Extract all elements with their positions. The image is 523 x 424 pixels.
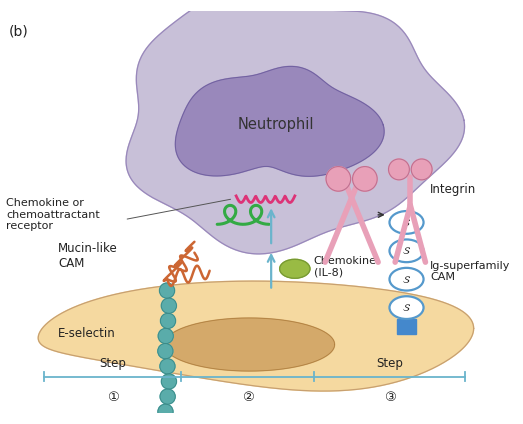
Text: Ig-superfamily
CAM: Ig-superfamily CAM: [430, 261, 510, 282]
Circle shape: [158, 329, 173, 343]
Text: Mucin-like
CAM: Mucin-like CAM: [58, 242, 118, 270]
Text: Step: Step: [234, 357, 261, 370]
Text: Step: Step: [100, 357, 127, 370]
Text: $\mathcal{S}$: $\mathcal{S}$: [402, 274, 411, 285]
Ellipse shape: [390, 296, 424, 319]
Text: ①: ①: [107, 391, 119, 404]
Circle shape: [161, 298, 176, 313]
Text: ③: ③: [383, 391, 395, 404]
Polygon shape: [38, 281, 474, 391]
Polygon shape: [175, 67, 384, 176]
Text: ②: ②: [242, 391, 254, 404]
Text: Chemokine or
chemoattractant
receptor: Chemokine or chemoattractant receptor: [6, 198, 100, 232]
Circle shape: [158, 419, 173, 424]
Circle shape: [158, 404, 173, 419]
Bar: [397, 319, 416, 334]
Circle shape: [160, 359, 175, 374]
Circle shape: [161, 313, 176, 329]
Circle shape: [158, 343, 173, 359]
Circle shape: [326, 167, 351, 191]
Circle shape: [162, 374, 176, 389]
Text: Chemokine
(IL-8): Chemokine (IL-8): [314, 256, 377, 278]
Circle shape: [389, 159, 410, 180]
Text: Integrin: Integrin: [430, 183, 476, 196]
Text: $\mathcal{S}$: $\mathcal{S}$: [402, 217, 411, 228]
Circle shape: [411, 159, 432, 180]
Circle shape: [160, 389, 175, 404]
Text: $\mathcal{S}$: $\mathcal{S}$: [402, 302, 411, 313]
Circle shape: [353, 167, 377, 191]
Text: Step: Step: [376, 357, 403, 370]
Ellipse shape: [390, 240, 424, 262]
Ellipse shape: [280, 259, 310, 278]
Polygon shape: [126, 0, 464, 254]
Ellipse shape: [390, 268, 424, 290]
Circle shape: [160, 283, 175, 298]
Text: (b): (b): [9, 25, 29, 39]
Polygon shape: [164, 318, 335, 371]
Text: E-selectin: E-selectin: [58, 326, 116, 340]
Ellipse shape: [390, 211, 424, 234]
Text: Neutrophil: Neutrophil: [237, 117, 314, 132]
Text: $\mathcal{S}$: $\mathcal{S}$: [402, 245, 411, 257]
